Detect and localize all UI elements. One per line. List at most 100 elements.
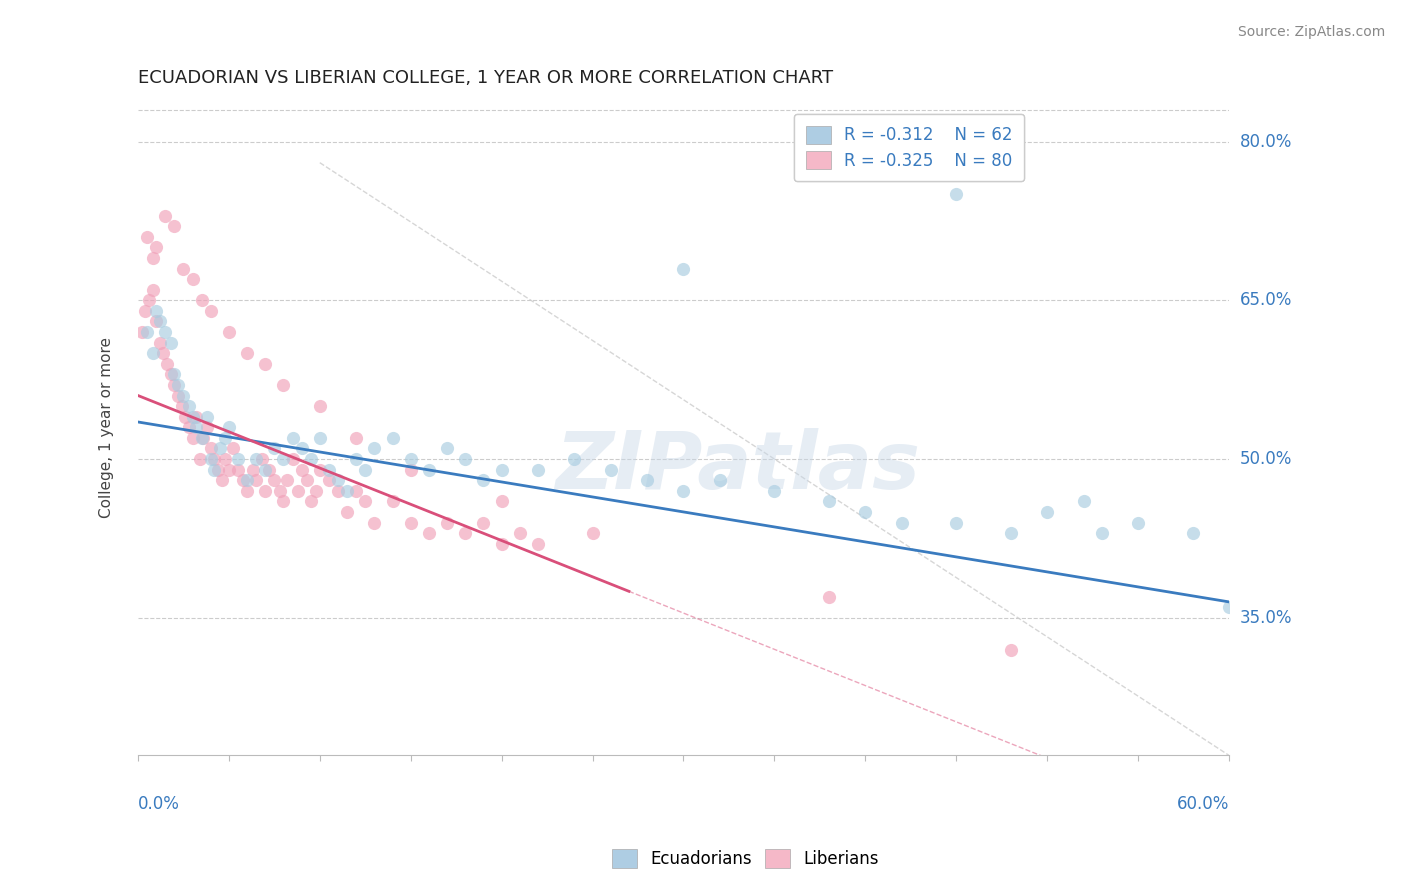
Point (299, 494, 322, 508)
Point (172, 388, 194, 402)
Point (152, 346, 174, 360)
Point (326, 473, 349, 487)
Point (1036, 505, 1059, 519)
Point (344, 431, 367, 445)
Point (853, 505, 876, 519)
Point (436, 516, 458, 530)
Point (245, 473, 267, 487)
Point (163, 368, 186, 382)
Point (177, 420, 200, 434)
Point (491, 462, 513, 476)
Text: 80.0%: 80.0% (1240, 133, 1292, 151)
Point (672, 483, 695, 498)
Point (318, 462, 340, 476)
Point (236, 473, 259, 487)
Point (491, 494, 513, 508)
Point (305, 483, 328, 498)
Text: 65.0%: 65.0% (1240, 292, 1292, 310)
Point (291, 462, 314, 476)
Point (318, 473, 340, 487)
Point (226, 462, 249, 476)
Legend: R = -0.312    N = 62, R = -0.325    N = 80: R = -0.312 N = 62, R = -0.325 N = 80 (794, 114, 1024, 181)
Point (354, 462, 377, 476)
Point (818, 494, 841, 508)
Point (363, 516, 385, 530)
Point (399, 452, 422, 467)
Point (131, 325, 153, 339)
Point (1091, 526, 1114, 541)
Point (181, 431, 204, 445)
Point (509, 526, 531, 541)
Point (454, 452, 477, 467)
Point (170, 399, 193, 413)
Point (308, 462, 330, 476)
Point (141, 346, 163, 360)
Point (399, 462, 422, 476)
Point (1181, 526, 1204, 541)
Point (263, 473, 285, 487)
Point (208, 442, 231, 456)
Point (1000, 526, 1022, 541)
Point (200, 452, 222, 467)
Point (163, 378, 186, 392)
Point (202, 462, 225, 476)
Point (527, 537, 550, 551)
Point (167, 388, 190, 402)
Point (399, 516, 422, 530)
Point (218, 420, 240, 434)
Point (149, 335, 172, 350)
Point (136, 229, 159, 244)
Point (226, 452, 249, 467)
Point (1000, 642, 1022, 657)
Point (221, 442, 243, 456)
Point (276, 473, 298, 487)
Point (159, 368, 181, 382)
Point (218, 325, 240, 339)
Point (945, 187, 967, 202)
Point (193, 431, 215, 445)
Point (232, 473, 254, 487)
Point (890, 516, 912, 530)
Point (472, 473, 495, 487)
Point (273, 494, 295, 508)
Point (207, 462, 229, 476)
Point (581, 526, 603, 541)
Point (214, 452, 236, 467)
Point (418, 526, 440, 541)
Point (211, 473, 233, 487)
Point (149, 314, 172, 328)
Point (254, 357, 277, 371)
Point (242, 462, 264, 476)
Point (491, 537, 513, 551)
Point (1126, 516, 1149, 530)
Point (263, 442, 285, 456)
Legend: Ecuadorians, Liberians: Ecuadorians, Liberians (605, 843, 886, 875)
Point (138, 293, 160, 308)
Point (195, 420, 218, 434)
Point (177, 399, 200, 413)
Point (344, 452, 367, 467)
Point (269, 483, 291, 498)
Point (145, 240, 167, 254)
Point (236, 483, 259, 498)
Point (326, 483, 349, 498)
Y-axis label: College, 1 year or more: College, 1 year or more (100, 337, 114, 517)
Point (186, 409, 208, 424)
Point (254, 483, 277, 498)
Point (145, 314, 167, 328)
Point (527, 462, 550, 476)
Point (156, 357, 179, 371)
Point (141, 283, 163, 297)
Point (254, 462, 277, 476)
Point (672, 261, 695, 276)
Point (190, 431, 212, 445)
Text: 50.0%: 50.0% (1240, 450, 1292, 468)
Point (195, 409, 218, 424)
Point (145, 303, 167, 318)
Point (181, 409, 204, 424)
Point (599, 462, 621, 476)
Point (200, 303, 222, 318)
Point (336, 505, 359, 519)
Point (200, 442, 222, 456)
Point (190, 293, 212, 308)
